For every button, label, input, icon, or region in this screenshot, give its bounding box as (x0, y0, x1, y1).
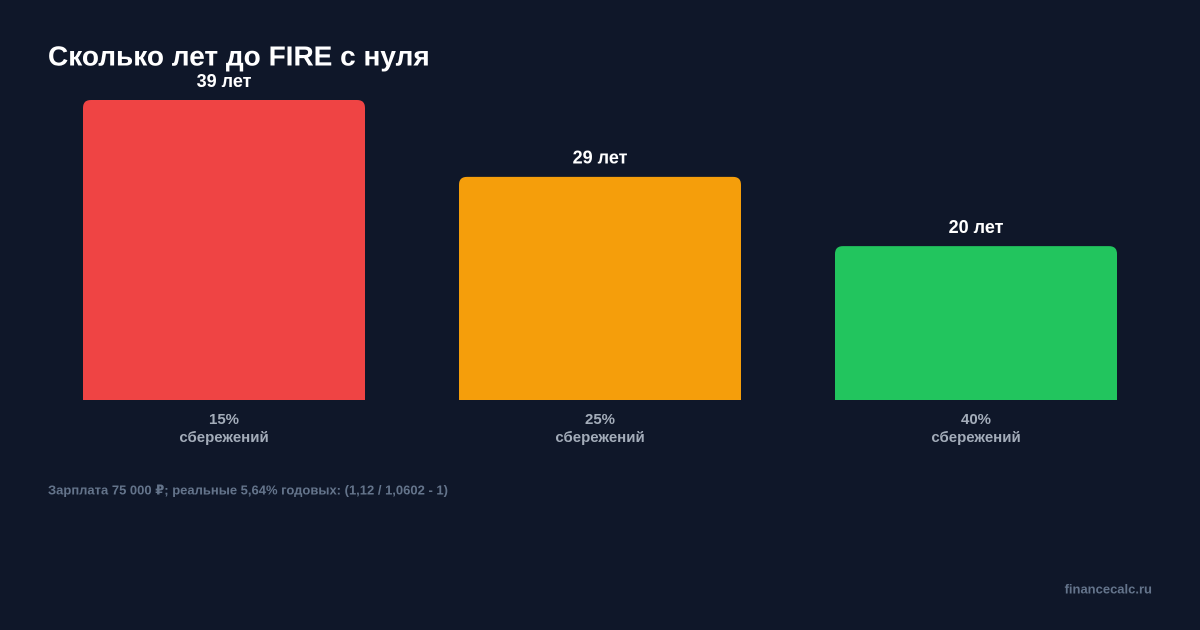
category-label: 25% сбережений (555, 411, 644, 446)
bar (83, 100, 365, 400)
note: Зарплата 75 000 ₽; реальные 5,64% годовы… (48, 482, 448, 497)
category-label: 40% сбережений (931, 411, 1020, 446)
bar (835, 246, 1117, 400)
category-label: 15% сбережений (179, 411, 268, 446)
value-label: 20 лет (949, 217, 1004, 237)
chart-title: Сколько лет до FIRE с нуля (48, 40, 430, 71)
bar (459, 176, 741, 400)
value-label: 39 лет (197, 71, 252, 91)
value-label: 29 лет (573, 148, 628, 168)
source: financecalc.ru (1065, 581, 1152, 596)
